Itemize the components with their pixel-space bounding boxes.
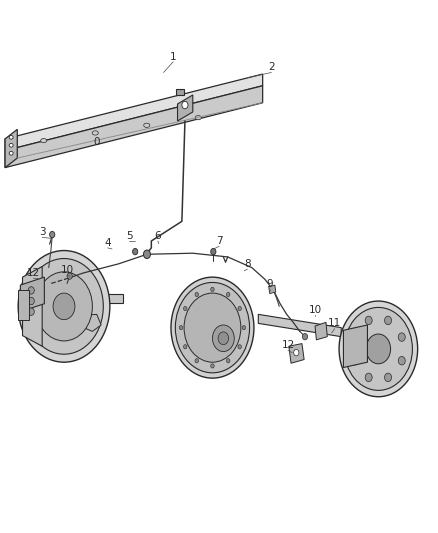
Circle shape (218, 332, 229, 345)
Text: 4: 4 (104, 238, 111, 247)
Circle shape (293, 350, 299, 356)
Text: 12: 12 (281, 340, 295, 350)
Polygon shape (64, 294, 123, 303)
Polygon shape (5, 86, 263, 167)
Ellipse shape (9, 143, 13, 147)
Circle shape (195, 293, 198, 296)
Circle shape (212, 325, 234, 352)
Circle shape (366, 334, 391, 364)
Polygon shape (315, 322, 327, 340)
Text: 9: 9 (266, 279, 272, 288)
Circle shape (238, 306, 241, 311)
Circle shape (184, 345, 187, 349)
Circle shape (53, 293, 75, 320)
Text: 10: 10 (308, 305, 321, 315)
Circle shape (49, 231, 55, 238)
Circle shape (25, 259, 103, 354)
Circle shape (365, 373, 372, 382)
Circle shape (179, 326, 183, 330)
Circle shape (184, 306, 187, 311)
Polygon shape (5, 74, 263, 151)
Circle shape (344, 308, 413, 390)
Polygon shape (258, 314, 341, 337)
Circle shape (302, 334, 307, 340)
Ellipse shape (144, 123, 150, 127)
Circle shape (385, 373, 392, 382)
Polygon shape (5, 130, 17, 167)
Ellipse shape (9, 151, 13, 155)
Circle shape (144, 250, 150, 259)
Circle shape (35, 272, 92, 341)
Circle shape (211, 287, 214, 292)
Polygon shape (289, 344, 304, 364)
Text: 7: 7 (215, 236, 223, 246)
Circle shape (238, 345, 241, 349)
Circle shape (211, 248, 216, 255)
Text: 6: 6 (155, 231, 161, 241)
Text: 12: 12 (27, 268, 40, 278)
Circle shape (398, 357, 405, 365)
Text: 0: 0 (93, 136, 100, 147)
Text: 10: 10 (60, 265, 74, 275)
Circle shape (226, 293, 230, 296)
Circle shape (182, 101, 188, 109)
Circle shape (351, 357, 358, 365)
Text: 8: 8 (244, 259, 251, 269)
Circle shape (195, 359, 198, 363)
Ellipse shape (195, 116, 201, 120)
Circle shape (385, 316, 392, 325)
Polygon shape (177, 95, 193, 121)
Circle shape (133, 248, 138, 255)
Text: 3: 3 (39, 227, 46, 237)
Text: 5: 5 (126, 231, 133, 241)
Circle shape (28, 297, 34, 305)
Polygon shape (20, 277, 44, 312)
Circle shape (398, 333, 405, 341)
Ellipse shape (9, 135, 13, 139)
FancyBboxPatch shape (176, 88, 184, 95)
Circle shape (226, 359, 230, 363)
Circle shape (242, 326, 246, 330)
Circle shape (211, 364, 214, 368)
Circle shape (184, 293, 241, 362)
Ellipse shape (92, 131, 98, 135)
Polygon shape (269, 285, 276, 294)
Ellipse shape (41, 139, 47, 143)
Circle shape (67, 273, 72, 279)
Circle shape (175, 282, 250, 373)
Text: 2: 2 (268, 62, 275, 72)
Polygon shape (343, 325, 367, 368)
Text: 1: 1 (170, 52, 177, 61)
Polygon shape (84, 314, 101, 332)
Polygon shape (22, 266, 42, 346)
Circle shape (18, 251, 110, 362)
Circle shape (365, 316, 372, 325)
Circle shape (171, 277, 254, 378)
FancyBboxPatch shape (18, 290, 29, 320)
Text: 11: 11 (328, 318, 341, 328)
Circle shape (28, 287, 34, 294)
Circle shape (351, 333, 358, 341)
Circle shape (28, 308, 34, 316)
Circle shape (339, 301, 418, 397)
